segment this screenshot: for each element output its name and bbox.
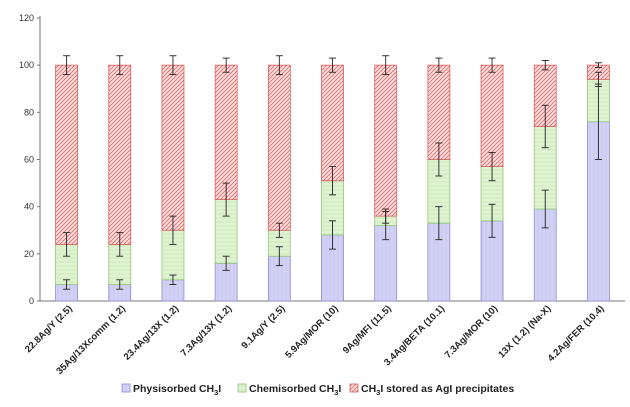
bar-segment [374,64,398,217]
legend-label-subscript: 3 [214,388,218,397]
category-label: 22.8Ag/Y (2.5) [23,303,75,355]
legend-label: CH3I stored as AgI precipitates [361,383,514,397]
legend-label-tail: I [218,383,221,395]
legend-label-main: Chemisorbed CH [249,383,334,395]
bar-segment [321,64,344,182]
category-label: 23.4Ag/13X (1.2) [122,303,181,362]
bar-segment [480,64,504,167]
y-tick-label: 20 [24,249,34,259]
legend-label: Physisorbed CH3I [133,383,221,397]
legend-label-main: Physisorbed CH [133,383,214,395]
category-label: 5.9Ag/MOR (10) [283,303,340,360]
legend-label-subscript: 3 [376,388,380,397]
y-tick-label: 80 [24,107,34,117]
bar-segment [161,64,185,231]
y-tick-label: 60 [24,155,34,165]
error-bars [63,55,602,290]
axes: 0 20 40 60 80 100 120 [19,13,625,306]
y-tick-label: 40 [24,202,34,212]
legend-label-tail: I [338,383,341,395]
bar-segment [55,64,78,245]
y-tick-label: 0 [29,296,34,306]
bar-segment [108,64,132,245]
category-label: 9Ag/MFI (11.5) [341,303,394,356]
bar-segment [214,64,238,200]
category-label: 7.3Ag/13X (1.2) [179,303,235,359]
category-label: 9.1Ag/Y (2.5) [239,303,287,351]
legend-label: Chemisorbed CH3I [249,383,341,397]
category-labels: 22.8Ag/Y (2.5)35Ag/13Xcomm (1.2)23.4Ag/1… [23,303,607,376]
legend-label-main: CH [361,383,376,395]
y-tick-label: 120 [19,13,34,23]
y-tick-label: 100 [19,60,34,70]
category-label: 4.2Ag/FER (10.4) [546,303,607,364]
legend: Physisorbed CH3I Chemisorbed CH3I CH3I sto… [121,383,514,397]
legend-swatch [349,383,359,393]
category-label: 7.3Ag/MOR (10) [443,303,500,360]
legend-swatch [121,383,131,393]
legend-label-subscript: 3 [334,388,338,397]
category-label: 13X (1.2) (Na-X) [496,303,553,360]
legend-swatch [237,383,247,393]
bar-segment [267,64,291,231]
legend-label-tail: I stored as AgI precipitates [380,383,514,395]
